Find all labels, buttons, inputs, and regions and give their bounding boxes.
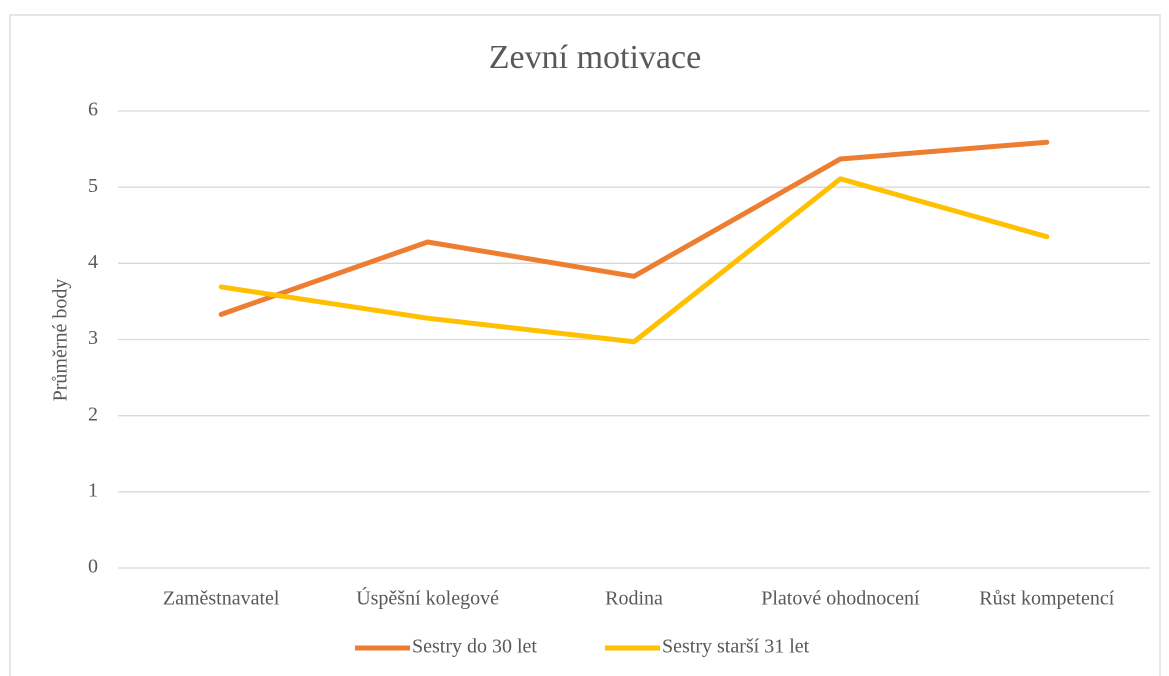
x-tick-label: Růst kompetencí: [979, 588, 1114, 610]
chart-border: [9, 14, 1161, 676]
y-tick-label: 2: [88, 403, 98, 425]
y-tick-label: 5: [88, 175, 98, 197]
x-tick-label: Zaměstnavatel: [163, 588, 280, 610]
y-tick-label: 1: [88, 479, 98, 501]
y-axis-label: Průměrné body: [50, 279, 72, 402]
chart-title: Zevní motivace: [489, 39, 701, 76]
legend-label: Sestry do 30 let: [412, 636, 537, 658]
y-tick-label: 4: [88, 251, 98, 273]
x-tick-label: Úspěšní kolegové: [356, 586, 499, 610]
x-tick-label: Rodina: [605, 588, 663, 610]
y-tick-label: 6: [88, 99, 98, 121]
line-series: [218, 176, 1050, 345]
y-tick-label: 0: [88, 556, 98, 578]
legend-label: Sestry starší 31 let: [662, 636, 810, 658]
line-series: [218, 139, 1050, 317]
x-tick-label: Platové ohodnocení: [761, 588, 920, 610]
y-tick-label: 3: [88, 327, 98, 349]
